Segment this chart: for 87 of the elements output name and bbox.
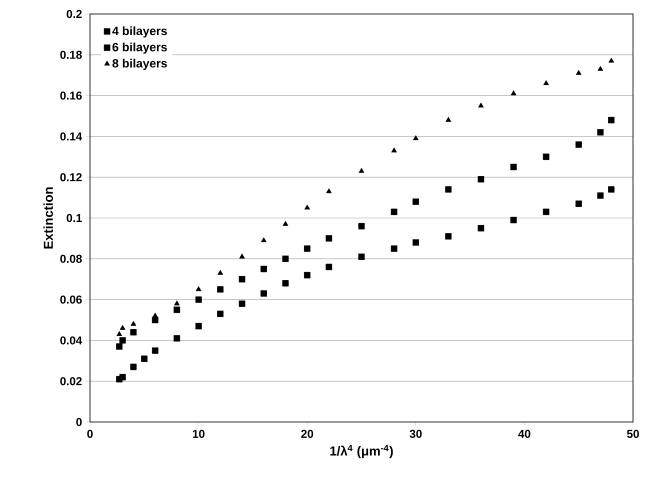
point — [542, 154, 550, 160]
point — [358, 222, 365, 230]
y-tick-label: 0.04 — [60, 336, 82, 344]
point — [116, 331, 122, 336]
point — [152, 347, 158, 354]
point — [174, 335, 180, 342]
point — [412, 239, 419, 246]
x-tick-label: 0 — [87, 430, 93, 438]
x-tick-label: 10 — [192, 430, 205, 438]
point — [304, 204, 310, 210]
point — [576, 70, 582, 75]
point — [597, 192, 604, 199]
y-tick-label: 0.06 — [60, 296, 82, 304]
y-tick-label: 0.14 — [60, 132, 82, 140]
point — [116, 343, 123, 350]
point — [174, 300, 180, 306]
point — [238, 276, 246, 282]
point — [413, 135, 419, 140]
point — [390, 208, 398, 216]
legend-label: 6 bilayers — [112, 42, 167, 54]
point — [218, 270, 224, 275]
y-tick-label: 0.1 — [66, 214, 82, 222]
point — [141, 356, 148, 362]
x-tick-label: 30 — [410, 430, 422, 438]
x-tick-label: 20 — [301, 430, 314, 438]
x-axis-title: 1/λ$^{4}$ (μm$^{-4}$) — [330, 444, 393, 458]
y-tick-label: 0.02 — [60, 377, 82, 386]
point — [478, 102, 484, 108]
y-tick-label: 0.18 — [60, 50, 82, 59]
point — [510, 164, 517, 170]
point — [282, 256, 289, 262]
point — [358, 254, 365, 260]
point — [326, 264, 332, 270]
point — [445, 186, 452, 193]
point — [304, 245, 310, 252]
point — [598, 66, 604, 71]
point — [326, 235, 332, 242]
point — [326, 188, 332, 194]
point — [446, 116, 452, 122]
point — [358, 168, 364, 173]
point — [543, 80, 549, 86]
point — [510, 90, 516, 96]
point — [597, 129, 604, 136]
point — [260, 237, 267, 242]
point — [119, 374, 126, 380]
point — [542, 208, 550, 216]
y-axis-title: Extinction — [43, 187, 53, 249]
point — [478, 225, 484, 232]
point — [390, 245, 398, 252]
point — [119, 337, 126, 344]
point — [195, 296, 202, 303]
point — [608, 186, 614, 193]
point — [238, 300, 246, 307]
point — [174, 306, 180, 313]
point — [120, 324, 126, 330]
legend-label: 4 bilayers — [112, 26, 167, 38]
point — [217, 286, 224, 293]
point — [576, 141, 582, 148]
point — [130, 320, 136, 326]
point — [608, 58, 614, 63]
legend-label: 8 bilayers — [112, 58, 167, 70]
y-tick-label: 0.2 — [66, 10, 82, 18]
point — [217, 310, 224, 318]
y-tick-label: 0 — [76, 418, 82, 426]
point — [510, 216, 517, 224]
x-tick-label: 40 — [518, 430, 530, 438]
y-tick-label: 0.12 — [60, 173, 82, 182]
point — [478, 176, 484, 182]
point — [260, 290, 267, 297]
point — [576, 200, 582, 207]
point — [282, 280, 289, 286]
point — [445, 233, 452, 240]
x-tick-label: 50 — [626, 430, 639, 438]
point — [608, 116, 614, 124]
point — [239, 254, 245, 258]
point — [130, 329, 137, 336]
point — [282, 220, 288, 226]
point — [196, 286, 202, 292]
point — [152, 316, 158, 324]
y-tick-label: 0.16 — [60, 92, 82, 100]
point — [304, 272, 310, 278]
point — [412, 198, 419, 205]
point — [260, 266, 267, 272]
point — [195, 322, 202, 330]
point — [391, 147, 397, 152]
point — [130, 364, 137, 370]
y-tick-label: 0.08 — [60, 254, 82, 263]
